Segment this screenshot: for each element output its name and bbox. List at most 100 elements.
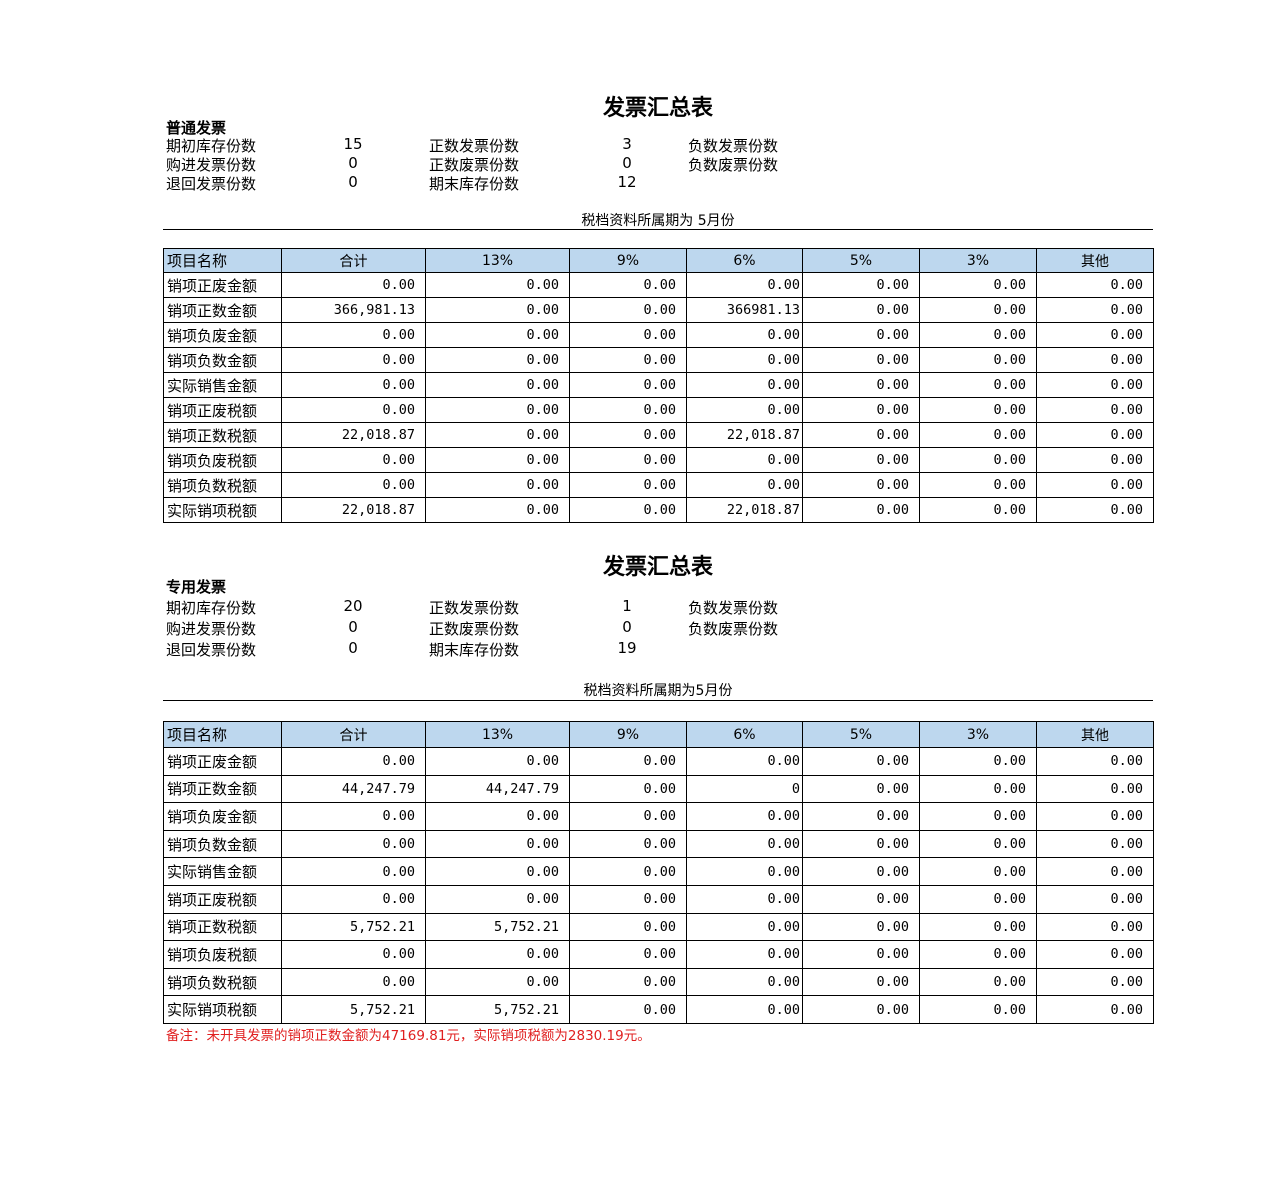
cell-value: 0.00	[1036, 857, 1154, 886]
table-row: 销项正废税额 0.00 0.00 0.00 0.00 0.00 0.00 0.00	[163, 884, 1154, 914]
table-row: 销项正废金额 0.00 0.00 0.00 0.00 0.00 0.00 0.00	[163, 747, 1154, 776]
table-row: 销项负数金额 0.00 0.00 0.00 0.00 0.00 0.00 0.00	[163, 347, 1154, 373]
cell-value: 0.00	[569, 884, 687, 914]
cell-value: 0.00	[569, 447, 687, 473]
cell-value: 0.00	[919, 774, 1037, 804]
invoice-type-label: 专用发票	[166, 578, 227, 596]
table-row: 销项正废税额 0.00 0.00 0.00 0.00 0.00 0.00 0.00	[163, 397, 1154, 423]
cell-value: 0.00	[569, 774, 687, 804]
cell-value: 0.00	[425, 297, 570, 323]
row-label: 销项负废金额	[163, 322, 282, 348]
info-value: 3	[622, 135, 632, 153]
row-label: 销项正废金额	[163, 272, 282, 298]
table-row: 销项负废税额 0.00 0.00 0.00 0.00 0.00 0.00 0.00	[163, 447, 1154, 473]
cell-value: 0.00	[281, 347, 426, 373]
cell-value: 0.00	[425, 802, 570, 831]
cell-value: 0.00	[1036, 912, 1154, 942]
cell-value: 22,018.87	[686, 497, 803, 523]
cell-value: 0.00	[919, 372, 1037, 398]
info-label: 购进发票份数	[166, 620, 257, 638]
cell-value: 0.00	[1036, 802, 1154, 831]
column-header: 13%	[425, 721, 570, 748]
cell-value: 0.00	[569, 857, 687, 886]
cell-value: 0.00	[425, 940, 570, 969]
info-value: 0	[348, 154, 358, 172]
table-row: 销项正废金额 0.00 0.00 0.00 0.00 0.00 0.00 0.00	[163, 272, 1154, 298]
cell-value: 0.00	[802, 322, 920, 348]
cell-value: 0.00	[425, 857, 570, 886]
cell-value: 0.00	[802, 829, 920, 859]
cell-value: 22,018.87	[686, 422, 803, 448]
info-label: 期末库存份数	[429, 641, 520, 659]
table-row: 实际销项税额 22,018.87 0.00 0.00 22,018.87 0.00 0.00…	[163, 497, 1154, 523]
divider-line	[163, 700, 1153, 701]
table-row: 销项正数金额 44,247.79 44,247.79 0.00 0 0.00 0.00 0.0…	[163, 774, 1154, 804]
cell-value: 0.00	[802, 802, 920, 831]
cell-value: 0.00	[569, 747, 687, 776]
cell-value: 0.00	[569, 347, 687, 373]
column-header: 5%	[802, 248, 920, 273]
cell-value: 0.00	[425, 967, 570, 997]
info-label: 负数发票份数	[688, 599, 779, 617]
cell-value: 0.00	[281, 447, 426, 473]
row-label: 销项负废金额	[163, 802, 282, 831]
cell-value: 0.00	[281, 397, 426, 423]
cell-value: 0.00	[1036, 322, 1154, 348]
cell-value: 0.00	[569, 829, 687, 859]
column-header: 其他	[1036, 248, 1154, 273]
cell-value: 0.00	[686, 940, 803, 969]
cell-value: 0.00	[569, 995, 687, 1024]
cell-value: 0.00	[281, 272, 426, 298]
cell-value: 0.00	[425, 884, 570, 914]
cell-value: 0.00	[686, 447, 803, 473]
row-label: 实际销售金额	[163, 857, 282, 886]
report-title: 发票汇总表	[602, 555, 713, 580]
info-label: 正数发票份数	[429, 137, 520, 155]
period-label: 税档资料所属期为 5月份	[581, 213, 735, 229]
cell-value: 0.00	[802, 774, 920, 804]
info-label: 期末库存份数	[429, 175, 520, 193]
cell-value: 0.00	[686, 967, 803, 997]
cell-value: 0.00	[686, 322, 803, 348]
info-label: 退回发票份数	[166, 175, 257, 193]
cell-value: 0.00	[425, 447, 570, 473]
cell-value: 0.00	[802, 472, 920, 498]
info-value: 0	[622, 154, 632, 172]
row-label: 销项负数税额	[163, 472, 282, 498]
table-header-row: 项目名称 合计 13% 9% 6% 5% 3% 其他	[163, 721, 1154, 748]
cell-value: 0.00	[425, 272, 570, 298]
cell-value: 0.00	[1036, 497, 1154, 523]
column-header: 9%	[569, 248, 687, 273]
cell-value: 0.00	[1036, 347, 1154, 373]
cell-value: 0.00	[919, 472, 1037, 498]
cell-value: 0.00	[425, 347, 570, 373]
cell-value: 0.00	[281, 747, 426, 776]
cell-value: 0.00	[569, 912, 687, 942]
cell-value: 0.00	[569, 272, 687, 298]
cell-value: 5,752.21	[425, 912, 570, 942]
cell-value: 0.00	[1036, 272, 1154, 298]
cell-value: 0.00	[281, 967, 426, 997]
cell-value: 0.00	[686, 472, 803, 498]
cell-value: 0.00	[281, 802, 426, 831]
column-header: 3%	[919, 721, 1037, 748]
summary-table: 项目名称 合计 13% 9% 6% 5% 3% 其他 销项正废金额 0.00 0.00 0.00 0.0…	[163, 721, 1154, 1024]
info-value: 15	[343, 135, 363, 153]
cell-value: 0.00	[919, 347, 1037, 373]
table-row: 销项正数税额 5,752.21 5,752.21 0.00 0.00 0.00 0.00 0.…	[163, 912, 1154, 942]
info-label: 期初库存份数	[166, 599, 257, 617]
cell-value: 0.00	[802, 912, 920, 942]
cell-value: 0.00	[1036, 447, 1154, 473]
cell-value: 0.00	[802, 967, 920, 997]
info-label: 购进发票份数	[166, 156, 257, 174]
row-label: 销项负数税额	[163, 967, 282, 997]
cell-value: 366,981.13	[281, 297, 426, 323]
cell-value: 0.00	[919, 497, 1037, 523]
column-header: 9%	[569, 721, 687, 748]
cell-value: 0.00	[802, 884, 920, 914]
row-label: 销项正数税额	[163, 912, 282, 942]
table-row: 销项负废金额 0.00 0.00 0.00 0.00 0.00 0.00 0.00	[163, 322, 1154, 348]
cell-value: 0	[686, 774, 803, 804]
info-value: 0	[348, 173, 358, 191]
cell-value: 0.00	[281, 829, 426, 859]
